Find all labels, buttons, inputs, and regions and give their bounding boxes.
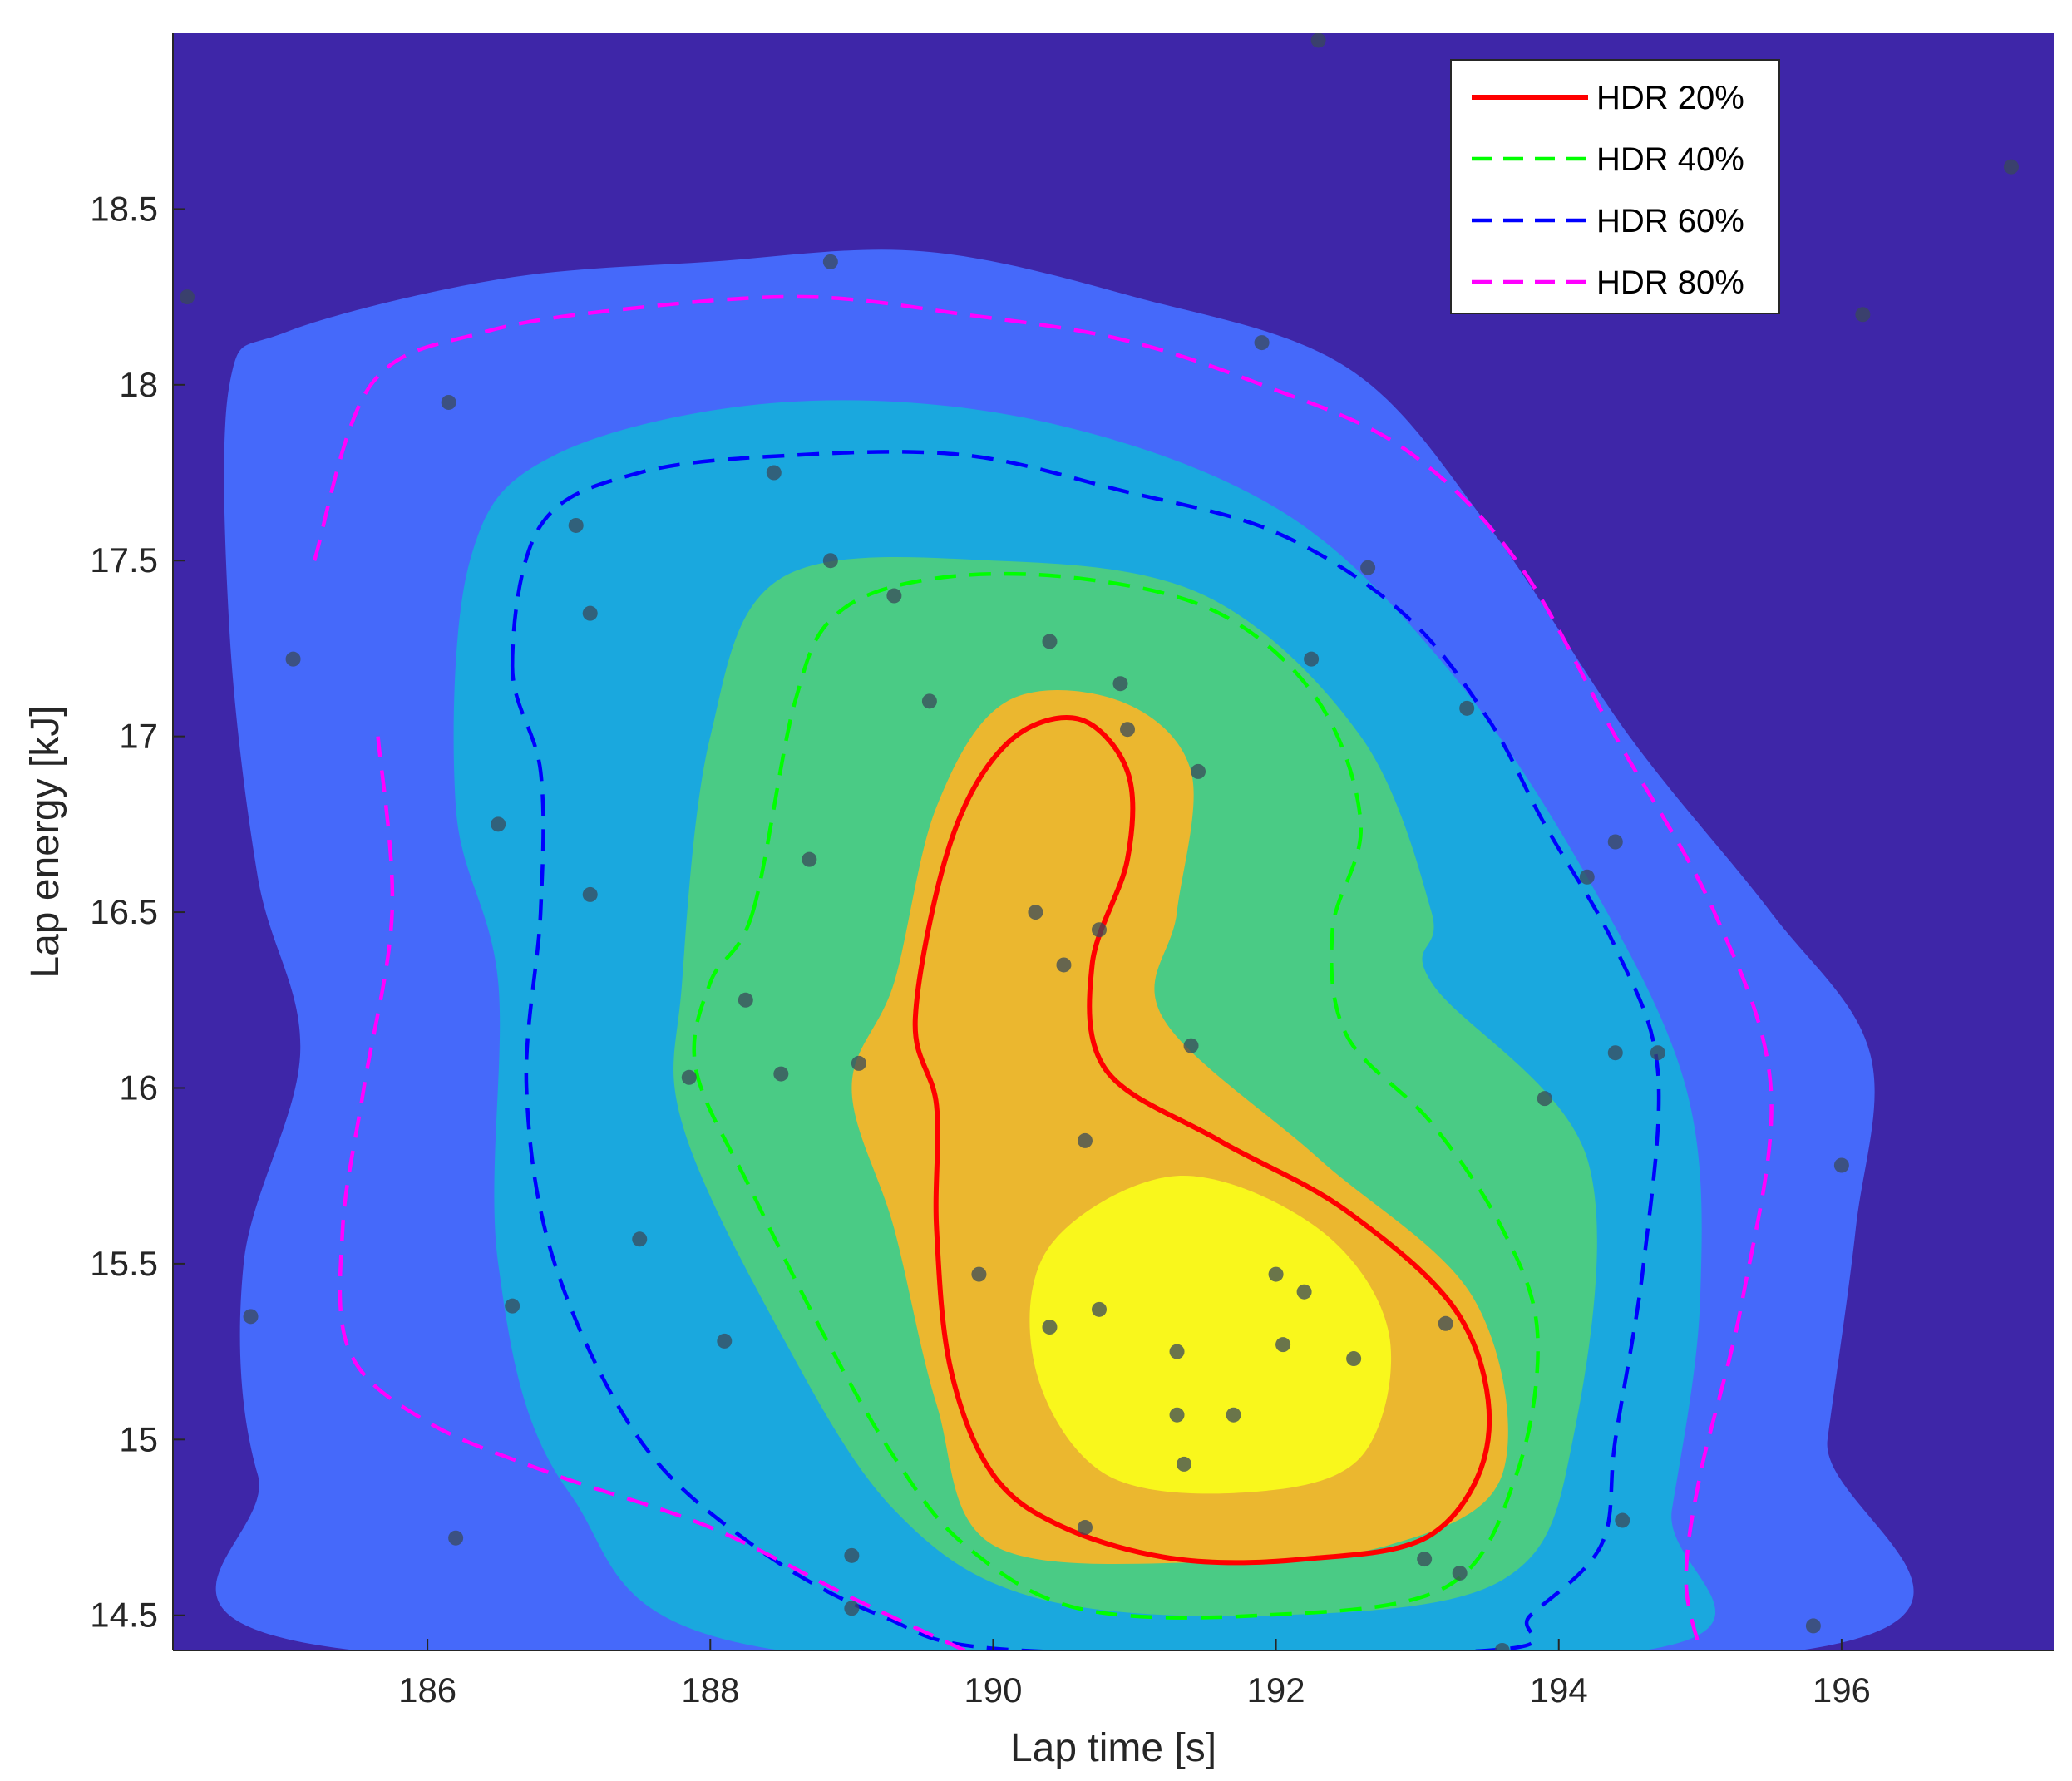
scatter-point [1452, 1565, 1468, 1581]
scatter-point [1028, 905, 1043, 920]
axes: 186 188 190 192 194 196 14.5 15 15.5 16 16.5 17 17.5… [90, 33, 2054, 1709]
scatter-point [822, 553, 838, 569]
scatter-point [1191, 763, 1206, 779]
scatter-point [738, 992, 753, 1008]
scatter-point [1112, 676, 1128, 692]
scatter-point [921, 693, 937, 709]
scatter-point [886, 588, 902, 604]
scatter-point [582, 605, 598, 621]
contour-line-4 [338, 736, 966, 1650]
scatter-point [1077, 1520, 1093, 1536]
scatter-point [1056, 957, 1072, 973]
scatter-point [681, 1069, 697, 1085]
scatter-point [1417, 1552, 1433, 1567]
y-tick-label: 15.5 [90, 1244, 158, 1283]
scatter-point [1091, 1301, 1107, 1317]
scatter-point [505, 1298, 520, 1314]
scatter-point [1120, 722, 1136, 738]
scatter-point [844, 1547, 860, 1563]
y-tick-label: 17 [119, 717, 158, 756]
scatter-point [1494, 1643, 1510, 1650]
scatter-point [1275, 1337, 1291, 1353]
y-tick-label: 14.5 [90, 1596, 158, 1635]
scatter-point [1855, 307, 1871, 323]
scatter-point [1254, 335, 1270, 351]
legend-label: HDR 20% [1596, 80, 1744, 116]
scatter-point [491, 816, 506, 832]
legend-box [1450, 59, 1780, 314]
scatter-point [1650, 1045, 1665, 1061]
scatter-point [1296, 1284, 1312, 1300]
scatter-point [448, 1530, 464, 1546]
scatter-point [1805, 1618, 1821, 1634]
scatter-point [1268, 1266, 1284, 1282]
scatter-point [1607, 834, 1623, 850]
y-tick-label: 15 [119, 1419, 158, 1458]
legend: HDR 20% HDR 40% HDR 60% HDR 80% [1450, 59, 1780, 314]
scatter-point [844, 1601, 860, 1616]
scatter-point [243, 1309, 259, 1325]
scatter-point [1183, 1038, 1199, 1053]
scatter-point [1360, 560, 1376, 575]
density-band-peak [1029, 1175, 1392, 1494]
scatter-point [1042, 1320, 1058, 1335]
scatter-point [568, 517, 584, 533]
scatter-point [851, 1055, 866, 1071]
scatter-point [1438, 1315, 1453, 1331]
contour-line-1 [692, 571, 1540, 1620]
contour-line-2 [510, 450, 1661, 1650]
x-tick-label: 196 [1813, 1670, 1871, 1709]
scatter-point [822, 254, 838, 269]
scatter-point [441, 394, 456, 410]
scatter-point [1226, 1407, 1241, 1423]
scatter-point [1169, 1407, 1185, 1423]
scatter-point [285, 651, 301, 667]
legend-label: HDR 60% [1596, 203, 1744, 239]
scatter-point [1346, 1351, 1362, 1367]
scatter-point [582, 886, 598, 902]
y-tick-label: 16 [119, 1068, 158, 1107]
x-tick-label: 188 [681, 1670, 739, 1709]
scatter-point [1833, 1157, 1849, 1173]
scatter-point [717, 1333, 733, 1349]
scatter-point [1579, 869, 1595, 885]
x-tick-label: 194 [1530, 1670, 1588, 1709]
scatter-point [971, 1266, 987, 1282]
x-tick-label: 192 [1247, 1670, 1305, 1709]
contour-line-0 [912, 715, 1492, 1566]
scatter-point [1304, 651, 1320, 667]
scatter-point [632, 1231, 648, 1247]
scatter-point [1537, 1091, 1552, 1107]
y-tick-label: 18 [119, 365, 158, 404]
legend-label: HDR 40% [1596, 141, 1744, 178]
scatter-point [1615, 1512, 1630, 1528]
scatter-point [1607, 1045, 1623, 1061]
y-tick-label: 16.5 [90, 892, 158, 931]
scatter-point [773, 1066, 789, 1082]
x-tick-label: 186 [398, 1670, 456, 1709]
scatter-point [802, 851, 817, 867]
y-tick-label: 18.5 [90, 189, 158, 228]
legend-label: HDR 80% [1596, 264, 1744, 301]
contour-line-3 [312, 294, 1774, 1650]
y-axis-label: Lap energy [kJ] [23, 705, 67, 978]
scatter-point [1091, 922, 1107, 938]
y-tick-label: 17.5 [90, 540, 158, 580]
scatter-point [1310, 33, 1326, 48]
scatter-point [1177, 1456, 1192, 1472]
x-axis-label: Lap time [s] [1010, 1726, 1216, 1770]
scatter-point [180, 289, 195, 305]
scatter-point [766, 465, 782, 481]
scatter-point [1042, 634, 1058, 649]
scatter-point [1459, 700, 1475, 716]
x-tick-label: 190 [964, 1670, 1022, 1709]
scatter-point [1077, 1132, 1093, 1148]
scatter-point [2003, 159, 2019, 175]
scatter-point [1169, 1344, 1185, 1359]
